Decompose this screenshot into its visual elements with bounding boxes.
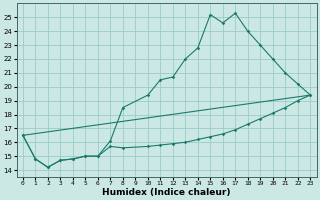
X-axis label: Humidex (Indice chaleur): Humidex (Indice chaleur) — [102, 188, 231, 197]
